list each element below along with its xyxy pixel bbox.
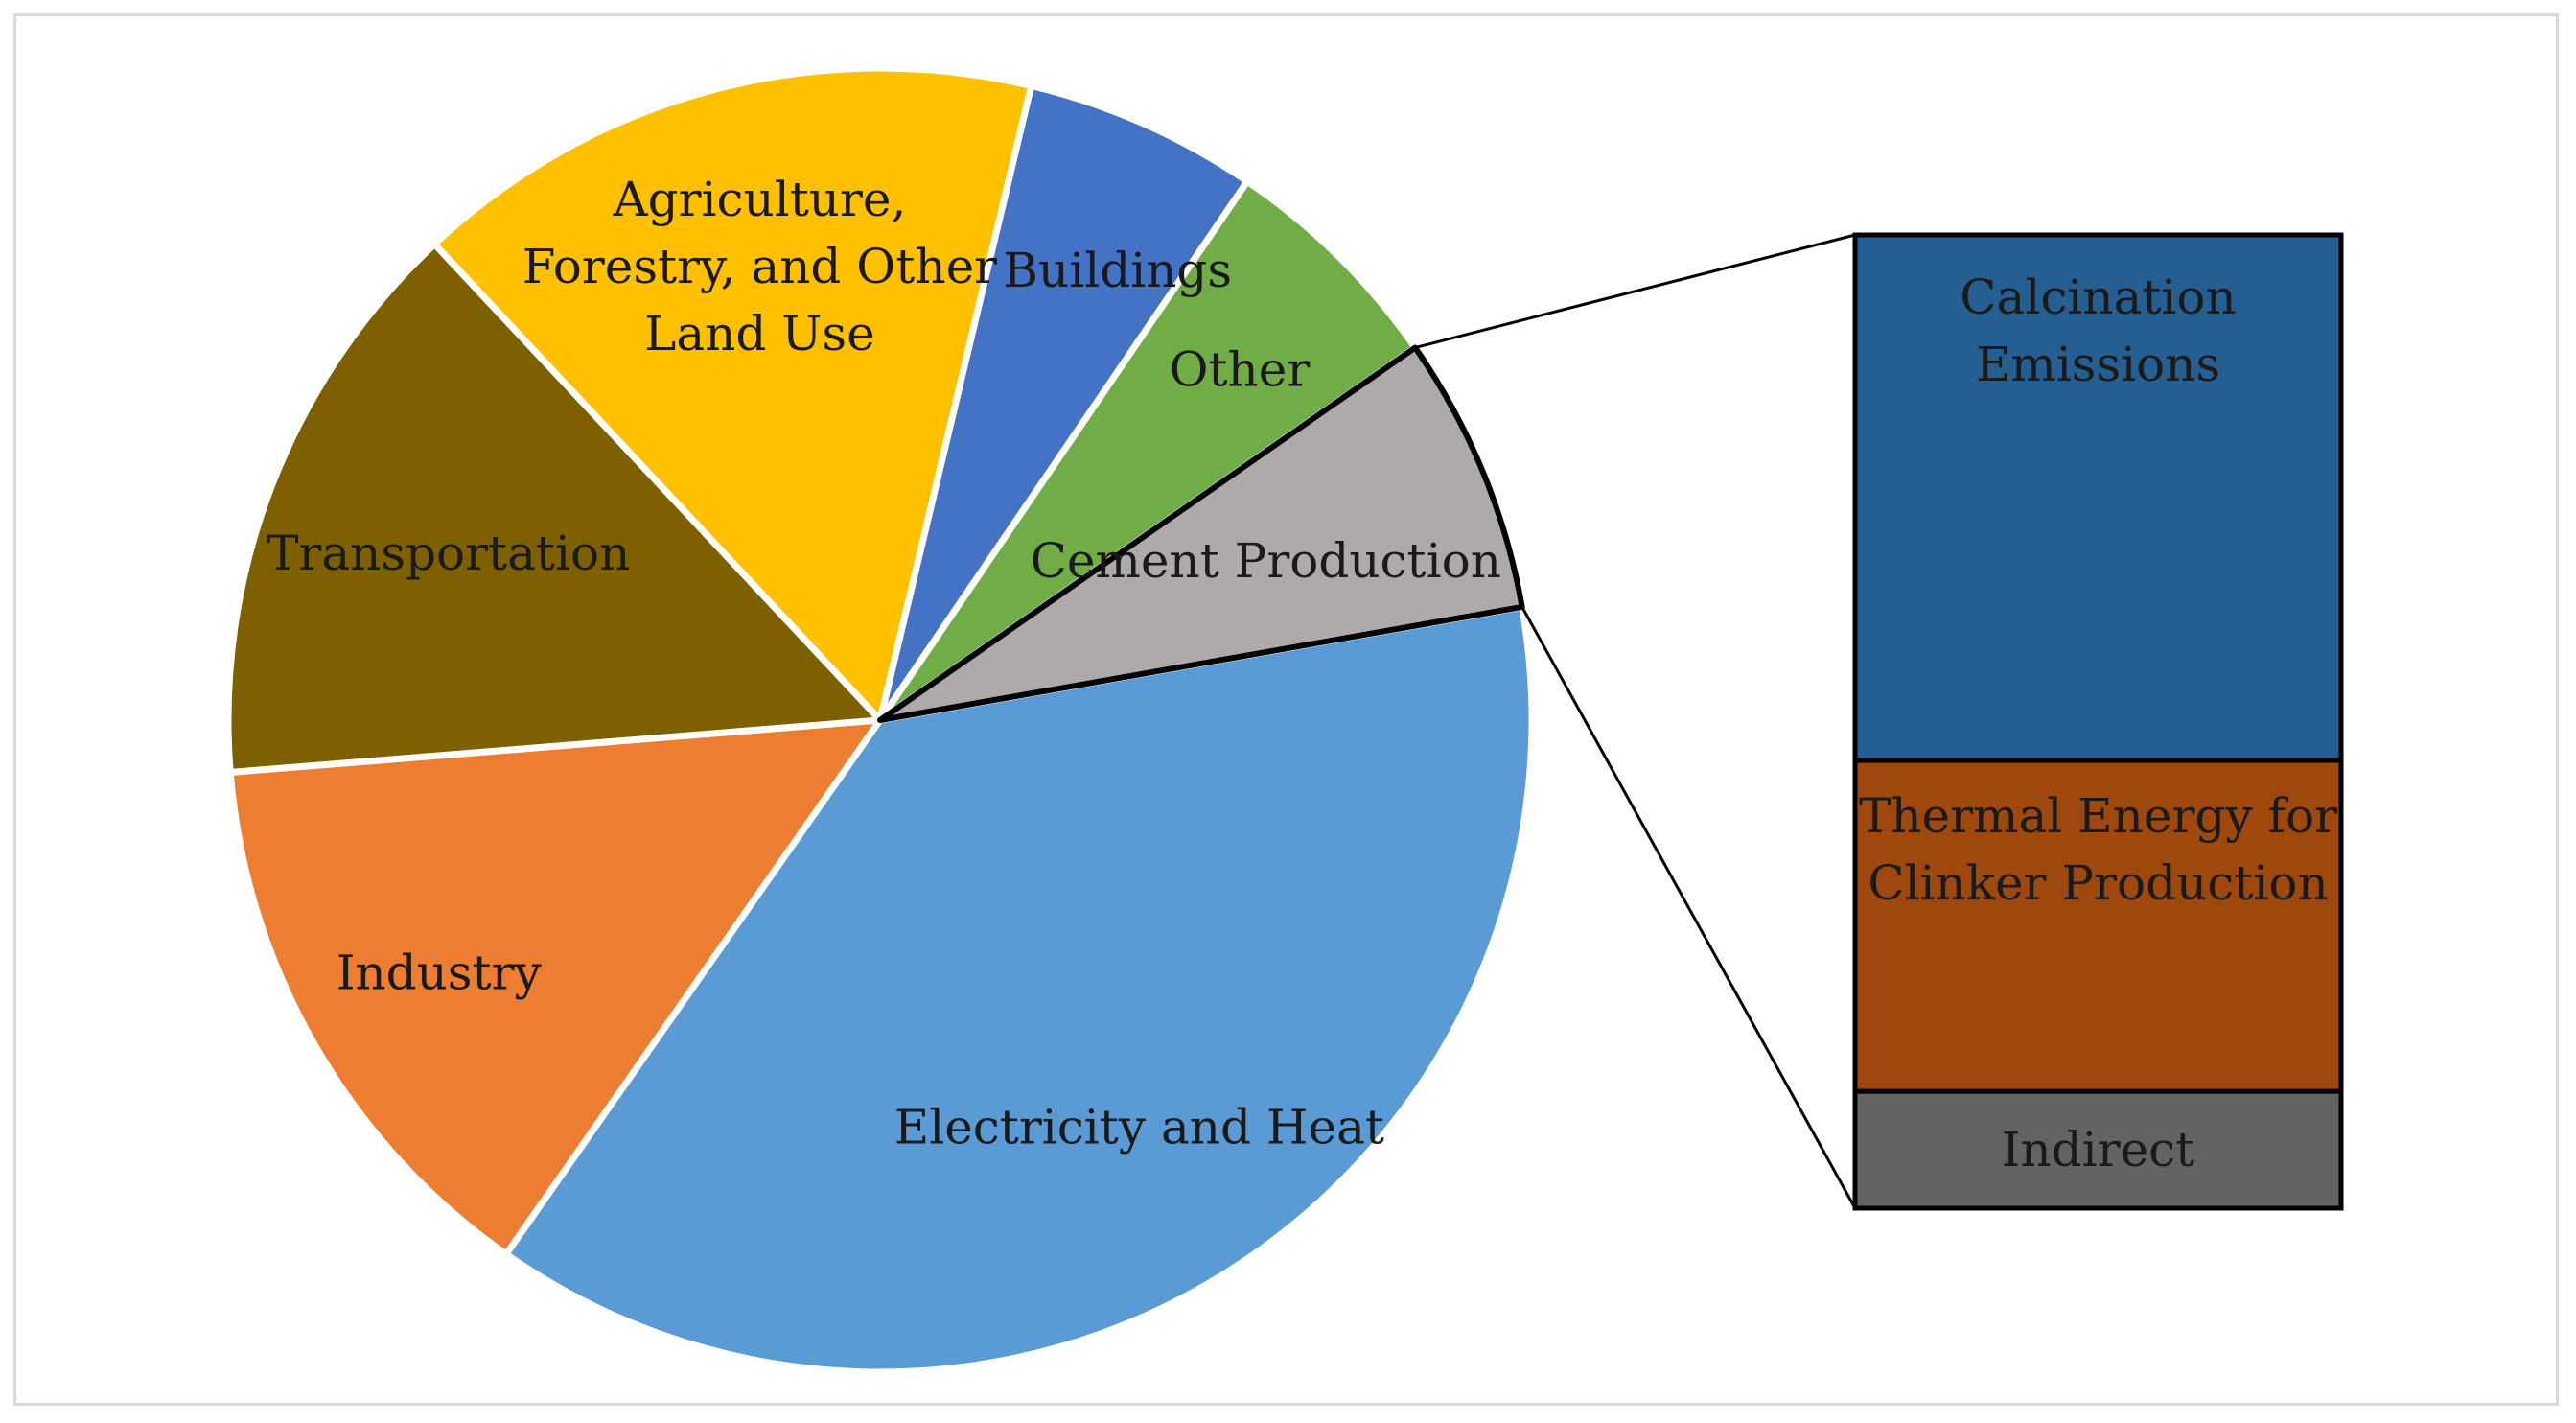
data-labels: Electricity and Heat Industry Transportati… [267, 172, 2337, 1178]
bar-segment-indirect [1852, 1088, 2344, 1211]
bar-label-indirect: Indirect [2002, 1122, 2195, 1178]
pie-label-industry: Industry [337, 945, 543, 1001]
pie-label-electricity-and-heat: Electricity and Heat [894, 1099, 1384, 1155]
bar-label-thermal-energy-for-clinker-production: Thermal Energy for Clinker Production [1859, 788, 2337, 911]
pie-slice-electricity-and-heat [502, 603, 1536, 1376]
pie-slice-cement-production [877, 344, 1525, 723]
pie-label-agriculture-forestry-and-other-land-use: Agriculture, Forestry, and Other Land Use [522, 172, 997, 362]
pie-slice-other [876, 177, 1419, 724]
pie-chart [224, 64, 1536, 1376]
pie-label-cement-production: Cement Production [1031, 533, 1501, 589]
connector-line-bottom [1520, 606, 1857, 1209]
pie-slice-industry [226, 716, 884, 1258]
pie-slice-transportation [224, 241, 884, 777]
pie-label-transportation: Transportation [267, 525, 630, 581]
bar-label-calcination-emissions: Calcination Emissions [1960, 269, 2236, 392]
connector-lines [1414, 233, 1857, 1209]
stacked-breakdown-bar [1852, 232, 2344, 1211]
pie-slice-agriculture-forestry-and-other-land-use [430, 64, 1035, 724]
pie-slice-buildings [876, 82, 1251, 724]
pie-label-buildings: Buildings [1003, 243, 1232, 298]
connector-line-top [1414, 233, 1856, 349]
pie-label-other: Other [1169, 341, 1310, 397]
